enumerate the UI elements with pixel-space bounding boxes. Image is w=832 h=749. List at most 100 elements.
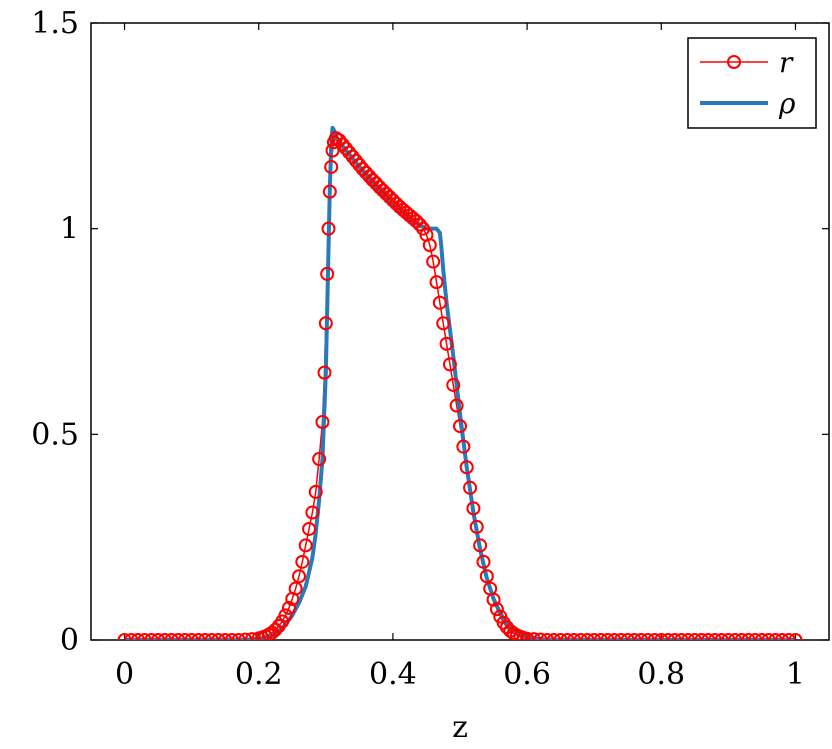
series-r-point	[442, 357, 457, 372]
series-r-point	[707, 633, 722, 640]
series-r-point	[627, 633, 642, 640]
series-r-point	[224, 633, 239, 640]
x-tick-label: 1	[786, 657, 805, 692]
series-r-point	[198, 633, 213, 640]
series-r-point	[587, 633, 602, 640]
series-r-point	[553, 633, 568, 640]
series-r-point	[476, 554, 491, 569]
series-r-point	[607, 633, 622, 640]
series-r-point	[614, 633, 629, 640]
series-r-point	[305, 505, 320, 520]
series-r-point	[513, 629, 528, 640]
series-r-point	[681, 633, 696, 640]
series-r-point	[218, 633, 233, 640]
series-r-point	[580, 633, 595, 640]
series-r-point	[436, 316, 451, 331]
series-r-point	[124, 633, 139, 640]
series-r-point	[446, 377, 461, 392]
series-r-point	[151, 633, 166, 640]
series-r-point	[281, 600, 296, 615]
series-r-point	[734, 633, 749, 640]
series-r-point	[429, 275, 444, 290]
series-r-point	[453, 419, 467, 434]
series-r-point	[117, 633, 132, 640]
series-r-point	[701, 633, 716, 640]
series-r-point	[489, 602, 504, 617]
series-r-point	[157, 633, 172, 640]
series-r-point	[302, 521, 317, 536]
series-r-point	[761, 633, 776, 640]
series-r-point	[335, 137, 350, 152]
series-r-point	[164, 633, 179, 640]
x-tick-label: 0.4	[369, 657, 417, 692]
series-r-point	[466, 501, 481, 516]
series-r-point	[728, 633, 743, 640]
x-tick-label: 0.6	[503, 657, 551, 692]
series-r-point	[781, 633, 796, 640]
legend-label-rho: ρ	[778, 87, 796, 120]
series-r-point	[231, 633, 246, 640]
axis-ticks: 0 0.2 0.4 0.6 0.8 1 0 0.5 1 1.5	[31, 6, 829, 692]
series-r-point	[308, 484, 323, 499]
series-r-point	[449, 398, 464, 413]
legend: r ρ	[687, 37, 817, 129]
series-r-point	[191, 633, 206, 640]
x-axis-label: z	[452, 710, 468, 745]
series-r-point	[620, 633, 635, 640]
y-tick-label: 1.5	[31, 6, 79, 41]
series-r-point	[560, 633, 575, 640]
series-r-point	[245, 632, 260, 640]
series-r-point	[463, 480, 478, 495]
series-r-point	[741, 633, 756, 640]
series-r-point	[674, 633, 689, 640]
series-r-point	[338, 141, 353, 156]
y-tick-label: 0	[60, 623, 79, 658]
series-r-point	[432, 295, 447, 310]
series-r-point	[600, 633, 615, 640]
series-r-point	[634, 633, 649, 640]
series-r-point	[321, 221, 336, 236]
series-r-point	[345, 149, 360, 164]
series-r-point	[291, 569, 306, 584]
series-r-point	[288, 581, 303, 596]
series-r-point	[660, 633, 675, 640]
series-r-point	[567, 633, 582, 640]
series-r-point	[647, 633, 662, 640]
series-r-point	[422, 238, 437, 253]
series-r-point	[775, 633, 790, 640]
series-r-point	[654, 633, 669, 640]
series-r-point	[177, 633, 192, 640]
series-r-point	[144, 633, 159, 640]
series-r-point	[412, 217, 427, 232]
series-r-point	[184, 633, 199, 640]
series-r-point	[278, 608, 293, 623]
y-tick-label: 0.5	[31, 417, 79, 452]
series-r-point	[238, 632, 253, 640]
series-r-point	[593, 633, 608, 640]
series-r-point	[573, 633, 588, 640]
legend-swatch-r-marker	[727, 55, 741, 69]
series-r-point	[754, 633, 769, 640]
legend-box	[687, 37, 817, 129]
series-r-point	[748, 633, 763, 640]
series-r-point	[332, 133, 347, 148]
series-r-point	[315, 414, 330, 429]
y-tick-label: 1	[60, 212, 79, 247]
series-r-point	[130, 633, 145, 640]
series-r-point	[320, 266, 335, 281]
series-r-point	[546, 633, 561, 640]
legend-label-r: r	[779, 46, 794, 79]
series-r-point	[325, 143, 340, 158]
series-r-point	[687, 633, 702, 640]
series-r-point	[694, 633, 709, 640]
series-r-point	[324, 159, 339, 174]
series-r-point	[768, 633, 783, 640]
series-layer	[117, 125, 803, 640]
series-r-point	[533, 632, 548, 640]
series-r-point	[479, 569, 494, 584]
series-r-point	[298, 538, 313, 553]
series-r-point	[486, 592, 501, 607]
series-r-point	[469, 519, 484, 534]
x-tick-label: 0.2	[235, 657, 283, 692]
